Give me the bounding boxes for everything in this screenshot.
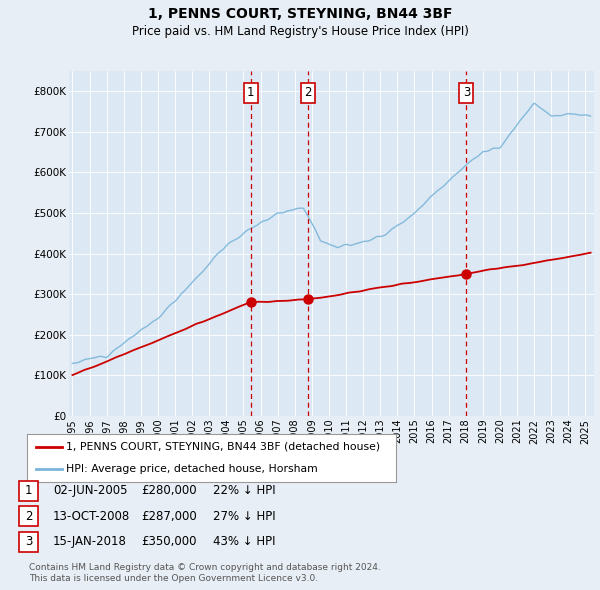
Text: 02-JUN-2005: 02-JUN-2005 xyxy=(53,484,127,497)
Text: 13-OCT-2008: 13-OCT-2008 xyxy=(53,510,130,523)
Text: 15-JAN-2018: 15-JAN-2018 xyxy=(53,535,127,548)
Text: 2: 2 xyxy=(25,510,32,523)
Text: 43% ↓ HPI: 43% ↓ HPI xyxy=(213,535,275,548)
Text: £280,000: £280,000 xyxy=(141,484,197,497)
Text: HPI: Average price, detached house, Horsham: HPI: Average price, detached house, Hors… xyxy=(66,464,317,474)
Text: £287,000: £287,000 xyxy=(141,510,197,523)
Text: 27% ↓ HPI: 27% ↓ HPI xyxy=(213,510,275,523)
Text: This data is licensed under the Open Government Licence v3.0.: This data is licensed under the Open Gov… xyxy=(29,574,318,583)
Text: 1: 1 xyxy=(247,86,254,99)
Text: £350,000: £350,000 xyxy=(141,535,197,548)
Text: 1: 1 xyxy=(25,484,32,497)
Text: Price paid vs. HM Land Registry's House Price Index (HPI): Price paid vs. HM Land Registry's House … xyxy=(131,25,469,38)
Text: 22% ↓ HPI: 22% ↓ HPI xyxy=(213,484,275,497)
Text: 3: 3 xyxy=(463,86,470,99)
Text: 2: 2 xyxy=(304,86,312,99)
Text: 3: 3 xyxy=(25,535,32,548)
Text: 1, PENNS COURT, STEYNING, BN44 3BF: 1, PENNS COURT, STEYNING, BN44 3BF xyxy=(148,7,452,21)
Text: 1, PENNS COURT, STEYNING, BN44 3BF (detached house): 1, PENNS COURT, STEYNING, BN44 3BF (deta… xyxy=(66,442,380,452)
Text: Contains HM Land Registry data © Crown copyright and database right 2024.: Contains HM Land Registry data © Crown c… xyxy=(29,563,380,572)
